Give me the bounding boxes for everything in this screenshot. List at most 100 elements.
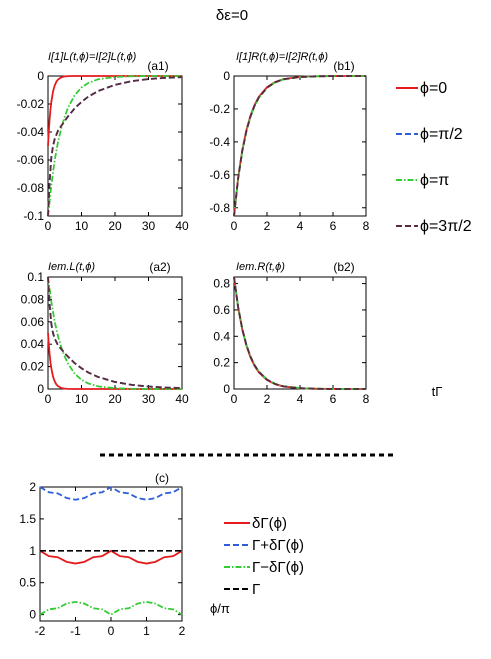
x-tick-label: 6 — [330, 219, 337, 233]
series-line-b2-0 — [233, 276, 367, 390]
y-tick-label: 0.1 — [27, 270, 44, 284]
series-line-b1-3 — [233, 75, 367, 217]
legend-label: ϕ=3π/2 — [420, 218, 472, 235]
y-tick-label: -0.2 — [209, 102, 230, 116]
x-tick-label: 6 — [330, 392, 337, 406]
x-tick-label: 40 — [175, 392, 189, 406]
panel-frame-b2 — [233, 276, 367, 390]
panels: 0 10 20 30 40-0.1-0.08-0.06-0.04-0.020(a1)I[… — [17, 51, 370, 638]
y-tick-label: 2 — [29, 480, 36, 494]
y-tick-label: -0.4 — [209, 135, 230, 149]
series-line-b1-1 — [233, 75, 367, 217]
y-tick-label: 0.2 — [213, 356, 230, 370]
y-tick-label: 0.6 — [213, 303, 230, 317]
panel-tag-a1: (a1) — [147, 59, 168, 73]
y-tick-label: 0 — [223, 382, 230, 396]
series-line-a1-2 — [47, 75, 182, 217]
series-line-b2-1 — [233, 276, 367, 390]
y-tick-label: -0.08 — [17, 181, 45, 195]
series-line-a1-3 — [47, 76, 183, 217]
panel-frame-a2 — [47, 276, 183, 390]
x-tick-label: 8 — [363, 392, 370, 406]
y-tick-label: 0.06 — [21, 315, 45, 329]
x-tick-label: 0 — [231, 219, 238, 233]
y-tick-label: 0.04 — [21, 337, 45, 351]
panel-frame-a1 — [47, 75, 183, 217]
series-line-c-1 — [39, 485, 183, 501]
panel-ylabel-a2: Iem.L(t,ϕ) — [48, 261, 95, 273]
y-tick-label: 0 — [29, 608, 36, 622]
series-line-a2-1 — [47, 276, 183, 389]
series-line-a2-2 — [47, 276, 182, 390]
y-tick-label: -0.1 — [23, 209, 44, 223]
series-line-a2-3 — [47, 276, 183, 389]
panel-tag-b1: (b1) — [333, 59, 354, 73]
figure-title: δε=0 — [216, 7, 248, 24]
panel-b2: 0 2 4 6 8 0 0.2 0.4 0.6 0.8 (b2) Iem.R(t,ϕ) — [213, 260, 369, 406]
x-tick-label: -1 — [70, 624, 81, 638]
x-tick-label: 2 — [264, 392, 271, 406]
x-tick-label: 0 — [108, 624, 115, 638]
panel-b1: 0 2 4 6 8 -0.8 -0.6 -0.4 -0.2 0 (b1) I[1]R(t,ϕ)=I[2… — [209, 51, 369, 233]
series-line-a1-1 — [47, 76, 183, 217]
series-line-a2-0 — [47, 332, 182, 390]
panel-ylabel-a1: I[1]L(t,ϕ)=I[2]L(t,ϕ) — [48, 51, 137, 63]
x-tick-label: 20 — [108, 219, 122, 233]
series-line-c-2 — [39, 600, 183, 616]
legend-label: Γ — [252, 581, 260, 598]
panel-a2: 0 10 20 30 40 0 0.02 0.04 0.06 0.08 0.1 (a2) Iem.L(t… — [21, 260, 189, 406]
panel-tag-a2: (a2) — [149, 260, 170, 274]
series-line-b2-2 — [233, 276, 367, 390]
legend-bottom: δΓ(ϕ) Γ+δΓ(ϕ) Γ−δΓ(ϕ) Γ — [224, 515, 304, 598]
x-tick-label: -2 — [35, 624, 46, 638]
x-tick-label: 0 — [45, 219, 52, 233]
series-line-c-0 — [39, 549, 183, 565]
legend-label: ϕ=0 — [420, 80, 447, 97]
series-line-b2-3 — [233, 276, 367, 390]
x-tick-label: 30 — [142, 219, 156, 233]
panel-ylabel-b1: I[1]R(t,ϕ)=I[2]R(t,ϕ) — [236, 51, 328, 63]
x-tick-label: 0 — [45, 392, 52, 406]
x-tick-label: 8 — [363, 219, 370, 233]
panel-tag-b2: (b2) — [333, 260, 354, 274]
y-tick-label: 0 — [223, 69, 230, 83]
legend-label: δΓ(ϕ) — [252, 515, 287, 532]
legend-label: ϕ=π — [420, 172, 449, 189]
legend-label: ϕ=π/2 — [420, 126, 463, 143]
legend-label: Γ−δΓ(ϕ) — [252, 559, 304, 576]
y-tick-label: 1 — [29, 544, 36, 558]
x-tick-label: 2 — [264, 219, 271, 233]
y-tick-label: 0.02 — [21, 360, 45, 374]
y-tick-label: 1.5 — [19, 512, 36, 526]
panel-a1: 0 10 20 30 40 -0.1 -0.08 -0.06 -0.04 -0.02 0 (a1) I[… — [17, 51, 189, 233]
y-tick-label: 0.8 — [213, 277, 230, 291]
panel-ylabel-b2: Iem.R(t,ϕ) — [236, 261, 285, 273]
y-tick-label: 0.08 — [21, 292, 45, 306]
x-tick-label: 2 — [179, 624, 186, 638]
panel-tag-c: (c) — [155, 471, 169, 485]
y-tick-label: -0.04 — [17, 125, 45, 139]
series-line-b1-2 — [233, 75, 367, 217]
x-tick-label: 4 — [297, 219, 304, 233]
x-tick-label: 20 — [108, 392, 122, 406]
y-tick-label: 0 — [37, 382, 44, 396]
x-axis-label-phi: ϕ/π — [210, 601, 230, 616]
y-tick-label: -0.8 — [209, 201, 230, 215]
panel-frame-b1 — [233, 75, 367, 217]
x-tick-label: 1 — [143, 624, 150, 638]
x-tick-label: 40 — [175, 219, 189, 233]
x-tick-label: 0 — [231, 392, 238, 406]
series-line-a1-0 — [47, 75, 182, 147]
legend-label: Γ+δΓ(ϕ) — [252, 537, 304, 554]
y-tick-label: 0 — [37, 69, 44, 83]
legend-top: ϕ=0 ϕ=π/2 ϕ=π ϕ=3π/2 — [396, 80, 472, 235]
panel-frame-c — [39, 486, 183, 622]
y-tick-label: 0.4 — [213, 329, 230, 343]
x-tick-label: 4 — [297, 392, 304, 406]
y-tick-label: 0.5 — [19, 576, 36, 590]
series-line-b1-0 — [233, 75, 367, 217]
y-tick-label: -0.02 — [17, 97, 45, 111]
y-tick-label: -0.6 — [209, 168, 230, 182]
